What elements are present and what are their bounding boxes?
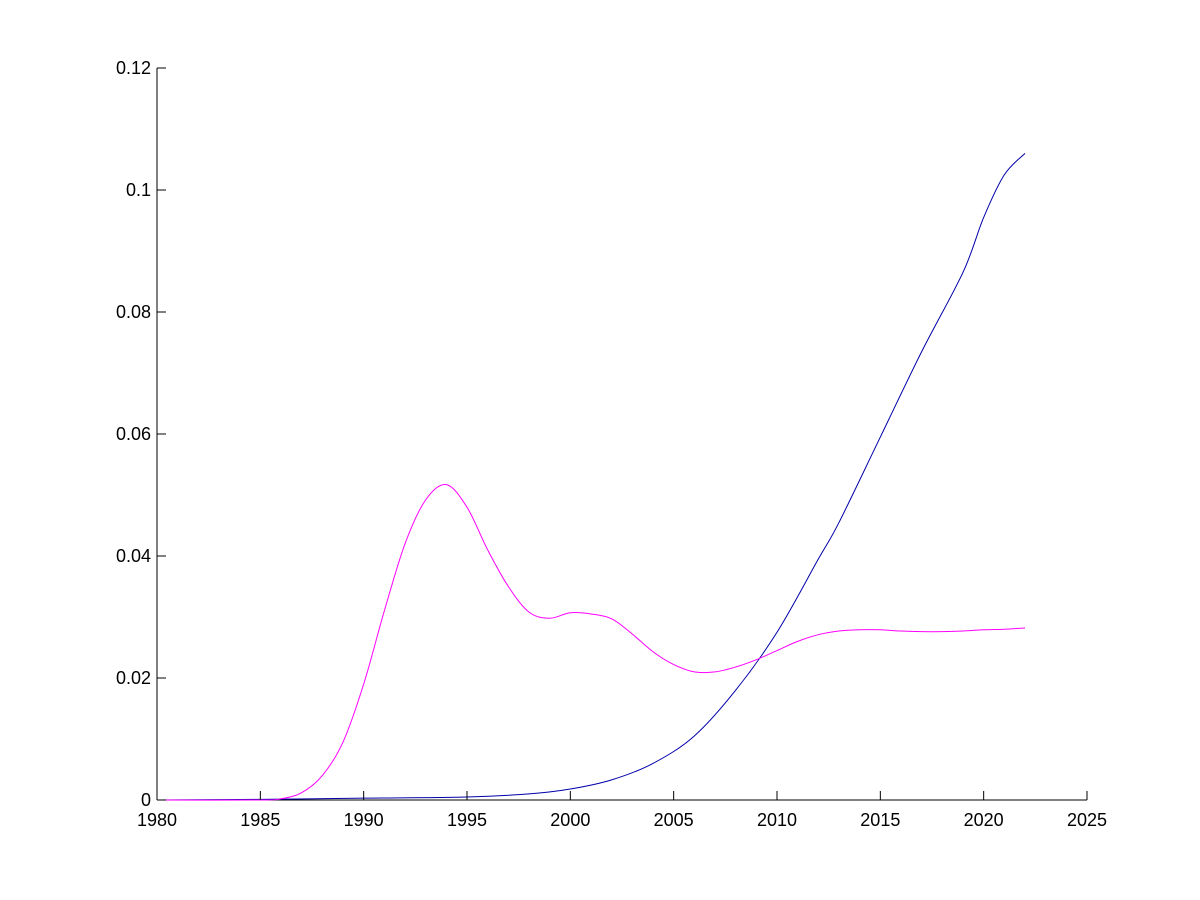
y-tick-label: 0.04 [116, 546, 151, 566]
y-tick-label: 0.08 [116, 302, 151, 322]
x-tick-label: 1985 [240, 810, 280, 830]
y-tick-label: 0.1 [126, 180, 151, 200]
y-tick-label: 0 [141, 790, 151, 810]
x-tick-label: 1980 [137, 810, 177, 830]
series-line-2 [156, 484, 1026, 801]
y-tick-label: 0.06 [116, 424, 151, 444]
x-tick-label: 2000 [550, 810, 590, 830]
series-layer [156, 153, 1026, 801]
x-tick-label: 1995 [447, 810, 487, 830]
axes [156, 68, 1087, 801]
x-axis-ticks: 1980 1985 1990 1995 2000 2005 2010 2015 2020 2025 [137, 791, 1107, 830]
x-tick-label: 1990 [344, 810, 384, 830]
y-axis-ticks: 0 0.02 0.04 0.06 0.08 0.1 0.12 [116, 58, 166, 810]
y-tick-label: 0.02 [116, 668, 151, 688]
y-tick-label: 0.12 [116, 58, 151, 78]
x-tick-label: 2025 [1067, 810, 1107, 830]
x-tick-label: 2020 [964, 810, 1004, 830]
x-tick-label: 2015 [860, 810, 900, 830]
x-tick-label: 2005 [654, 810, 694, 830]
series-line-1 [156, 153, 1026, 801]
x-tick-label: 2010 [757, 810, 797, 830]
